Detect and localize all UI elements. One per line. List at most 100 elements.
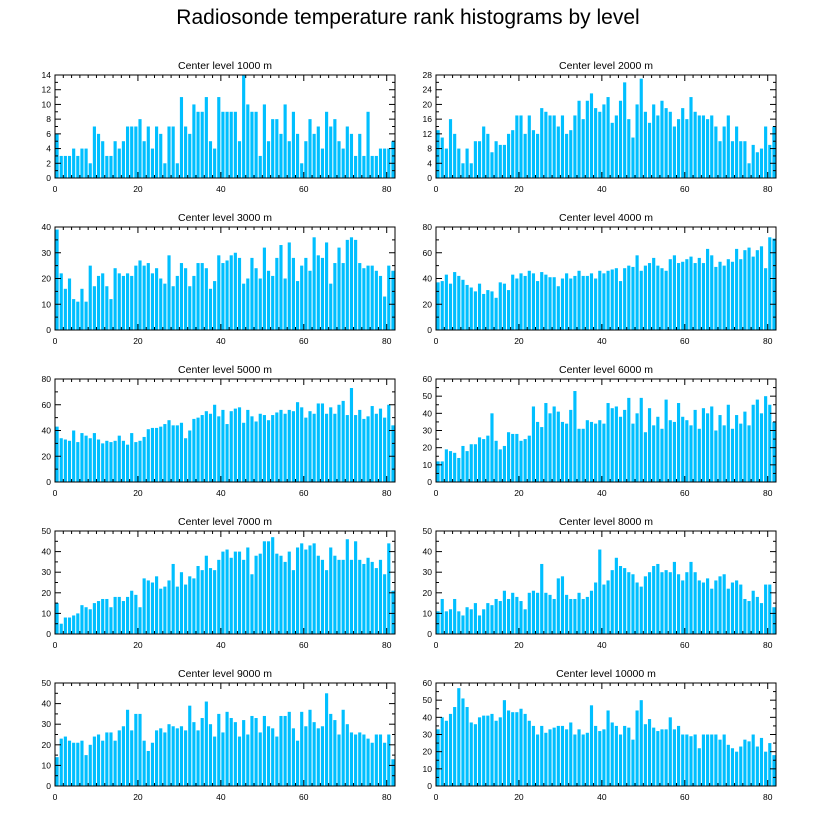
histogram-bar [72,299,76,330]
histogram-bar [681,416,685,482]
histogram-bar [448,609,453,634]
chart-panel: Center level 5000 m 0 20 40 60 80 0 20 40 60 80 [42,364,396,498]
histogram-bar [345,724,349,786]
histogram-bar [217,416,221,482]
y-tick-label: 2 [46,158,51,168]
plot-frame [54,74,396,179]
histogram-bar [362,734,366,786]
histogram-bar [192,578,196,634]
x-tick-label: 60 [299,640,309,650]
x-tick-label: 20 [514,336,524,346]
histogram-bar [647,719,652,786]
histogram-bar [113,440,117,482]
histogram-bar [146,580,150,634]
histogram-bar [718,576,722,634]
histogram-bar [109,155,113,178]
histogram-bar [697,257,701,330]
histogram-bar [735,751,739,786]
histogram-bar [706,578,710,634]
panel-title: Center level 10000 m [556,668,656,680]
histogram-bar [117,596,121,634]
histogram-bar [291,728,295,786]
plot-frame [435,378,777,483]
histogram-bar [105,440,109,482]
histogram-bar [743,739,747,786]
histogram-bar [250,715,254,786]
histogram-bar [577,270,581,330]
panel-title: Center level 3000 m [178,212,272,224]
histogram-bar [631,574,635,634]
x-tick-label: 40 [597,336,607,346]
x-tick-label: 60 [299,336,309,346]
histogram-bar [689,97,693,178]
histogram-bar [325,693,329,786]
histogram-bar [391,590,395,634]
histogram-bar [88,744,92,786]
histogram-bar [672,729,676,786]
x-tick-label: 20 [514,792,524,802]
histogram-bar [602,584,606,634]
histogram-bar [295,281,300,330]
histogram-bar [345,239,349,331]
histogram-bar [453,598,457,634]
histogram-bar [67,440,72,482]
x-tick-label: 80 [763,336,773,346]
histogram-bar [80,740,84,786]
histogram-bar [448,713,453,786]
histogram-bar [735,415,739,482]
histogram-bar [764,268,768,330]
histogram-bar [378,559,383,634]
histogram-bar [55,229,59,330]
histogram-bar [208,724,213,786]
histogram-bar [664,729,668,786]
histogram-bar [676,403,681,482]
histogram-bar [374,568,378,634]
histogram-bar [494,141,498,178]
histogram-bar [552,598,556,634]
histogram-bar [200,570,204,634]
histogram-bar [490,152,494,178]
histogram-bar [258,732,262,786]
histogram-bar [764,751,768,786]
y-tick-label: 80 [42,374,52,384]
histogram-bar [88,438,92,482]
histogram-bar [370,265,374,331]
histogram-bar [453,452,457,482]
histogram-bar [465,707,469,786]
histogram-bar [544,592,548,634]
histogram-bar [614,725,618,786]
histogram-bar [536,133,540,178]
histogram-bar [598,420,602,482]
y-tick-label: 0 [427,477,432,487]
histogram-bar [457,611,461,634]
histogram-bar [461,698,465,786]
histogram-bar [258,413,262,482]
histogram-bar [130,590,134,634]
histogram-bar [80,288,84,330]
histogram-bar [735,580,739,634]
histogram-bar [225,111,229,178]
histogram-bar [163,283,167,330]
histogram-bar [312,543,316,634]
x-tick-label: 40 [216,488,226,498]
histogram-bar [391,425,395,482]
histogram-bar [358,409,362,482]
histogram-bar [279,245,283,330]
histogram-bar [469,444,473,482]
histogram-bar [676,574,681,634]
histogram-bar [155,576,159,634]
y-tick-label: 0 [46,477,51,487]
histogram-bar [477,141,482,178]
histogram-bar [175,728,179,786]
histogram-bar [701,115,706,178]
histogram-bar [125,709,130,786]
panel-title: Center level 7000 m [178,516,272,528]
histogram-bar [213,404,217,482]
histogram-bar [192,722,196,786]
histogram-bar [614,406,618,482]
histogram-bar [755,399,759,482]
histogram-bar [730,582,735,634]
histogram-bar [482,293,486,330]
histogram-bar [391,141,395,178]
x-tick-label: 40 [597,488,607,498]
